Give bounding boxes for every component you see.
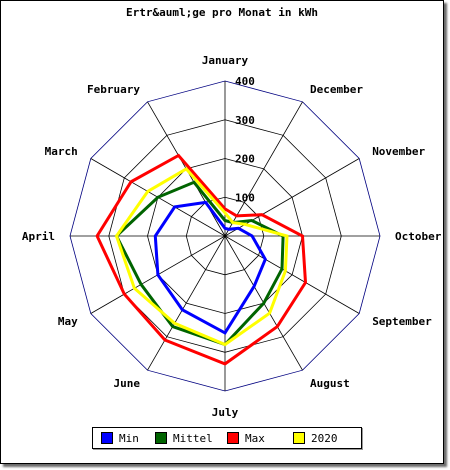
spoke (224, 158, 360, 237)
legend: Min Mittel Max 2020 (92, 427, 362, 449)
series-line-2020 (114, 166, 289, 347)
category-label: May (58, 315, 78, 328)
legend-item: Max (227, 432, 265, 445)
series-line-max (95, 153, 308, 366)
legend-label: Min (119, 431, 139, 445)
legend-swatch (155, 432, 167, 444)
legend-swatch (101, 432, 113, 444)
spoke (224, 101, 303, 237)
category-label: April (22, 230, 55, 243)
chart-frame: Ertr&auml;ge pro Monat in kWh 100 200 300 4… (0, 0, 444, 464)
legend-item: Min (101, 432, 139, 445)
category-label: December (310, 83, 363, 96)
category-label: June (114, 377, 141, 390)
spoke (147, 235, 226, 371)
category-label: September (372, 315, 432, 328)
legend-label: Mittel (173, 431, 213, 445)
category-label: January (202, 54, 249, 67)
legend-item: Mittel (155, 432, 213, 445)
radial-tick-label: 200 (235, 153, 255, 166)
radial-tick-label: 400 (235, 75, 255, 88)
legend-label: Max (245, 431, 265, 445)
radar-chart: 100 200 300 400 January December November Octob… (22, 54, 442, 419)
legend-swatch (293, 432, 305, 444)
chart-title: Ertr&auml;ge pro Monat in kWh (125, 6, 319, 19)
category-label: March (45, 145, 78, 158)
radial-tick-label: 100 (235, 191, 255, 204)
legend-swatch (227, 432, 239, 444)
category-label: February (87, 83, 140, 96)
category-label: July (212, 406, 239, 419)
category-label: August (310, 377, 350, 390)
series-line-min (153, 200, 267, 335)
category-label: October (395, 230, 442, 243)
category-label: November (372, 145, 425, 158)
spoke (224, 235, 360, 314)
legend-item: 2020 (293, 432, 338, 445)
legend-label: 2020 (311, 431, 338, 445)
radial-tick-label: 300 (235, 114, 255, 127)
